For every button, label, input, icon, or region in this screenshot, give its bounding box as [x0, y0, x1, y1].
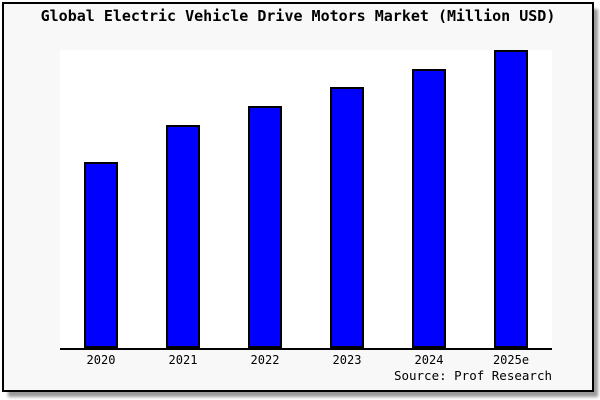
bar-slot-2024: [388, 50, 470, 348]
x-tick-label-2022: 2022: [250, 353, 280, 367]
bar-slot-2022: [224, 50, 306, 348]
source-note: Source: Prof Research: [393, 368, 552, 383]
x-tick-label-2021: 2021: [168, 353, 198, 367]
bar-slot-2025e: [470, 50, 552, 348]
x-tick-label-2023: 2023: [332, 353, 362, 367]
bar-2023: [330, 87, 364, 348]
chart-title: Global Electric Vehicle Drive Motors Mar…: [40, 7, 556, 25]
bar-2024: [412, 68, 446, 348]
bar-2022: [248, 105, 282, 348]
bar-2020: [84, 161, 118, 348]
bar-slot-2020: [60, 50, 142, 348]
x-tick-label-2020: 2020: [86, 353, 116, 367]
x-tick-label-2025e: 2025e: [492, 353, 530, 367]
bar-2021: [166, 124, 200, 348]
bar-slot-2023: [306, 50, 388, 348]
plot-area: [60, 50, 552, 350]
x-tick-label-2024: 2024: [414, 353, 444, 367]
bar-2025e: [494, 50, 528, 348]
chart-panel: Global Electric Vehicle Drive Motors Mar…: [2, 2, 594, 392]
x-axis-labels: 2020 2021 2022 2023 2024 2025e: [60, 353, 552, 367]
bar-slot-2021: [142, 50, 224, 348]
